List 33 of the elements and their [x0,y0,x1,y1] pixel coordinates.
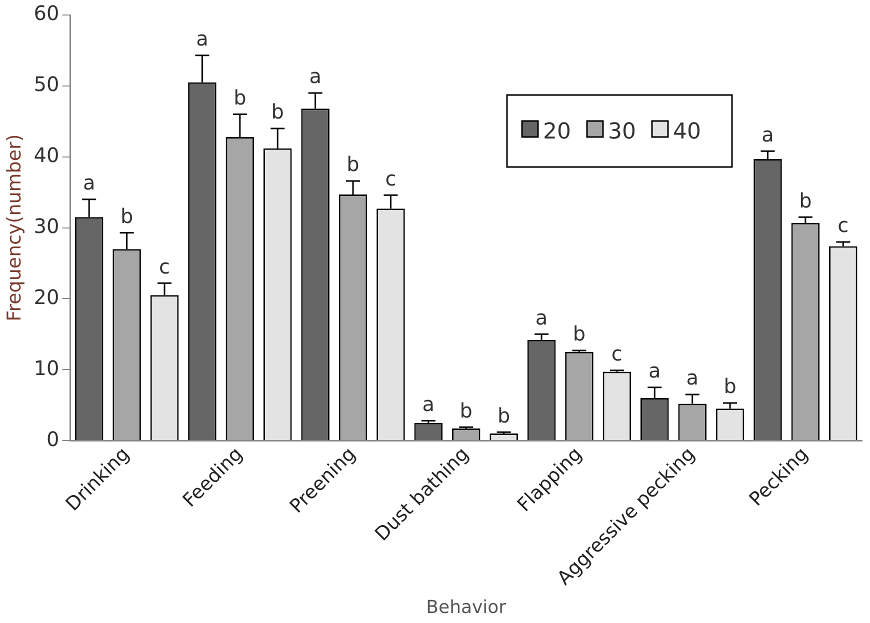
data-label: c [385,166,396,190]
data-label: a [309,64,322,88]
y-tick-label: 30 [34,214,60,238]
x-axis-title: Behavior [426,596,507,618]
legend-label: 40 [672,120,701,145]
legend-label: 20 [543,120,571,145]
data-label: a [762,122,774,146]
data-label: c [838,213,849,238]
data-label: b [234,86,246,110]
data-label: a [535,305,548,330]
data-label: c [611,342,622,366]
data-label: b [799,188,812,212]
y-tick-label: 10 [34,356,60,380]
y-tick-label: 50 [34,72,60,96]
data-label: c [159,254,170,278]
data-label: b [271,100,284,124]
data-label: a [686,366,698,390]
data-label: b [572,322,586,346]
y-tick-label: 20 [34,284,60,309]
data-label: a [422,392,435,416]
y-tick-label: 40 [34,143,60,168]
data-label: b [724,374,736,398]
data-label: b [497,403,510,428]
y-tick-label: 0 [46,426,60,451]
legend-label: 30 [608,120,636,145]
data-label: a [648,358,661,383]
data-label: a [196,26,208,51]
data-label: a [82,170,96,195]
data-label: b [120,204,134,228]
data-label: b [460,398,472,422]
data-label: b [346,152,360,176]
y-tick-label: 60 [34,1,60,26]
y-axis-title: Frequency(number) [3,134,26,322]
